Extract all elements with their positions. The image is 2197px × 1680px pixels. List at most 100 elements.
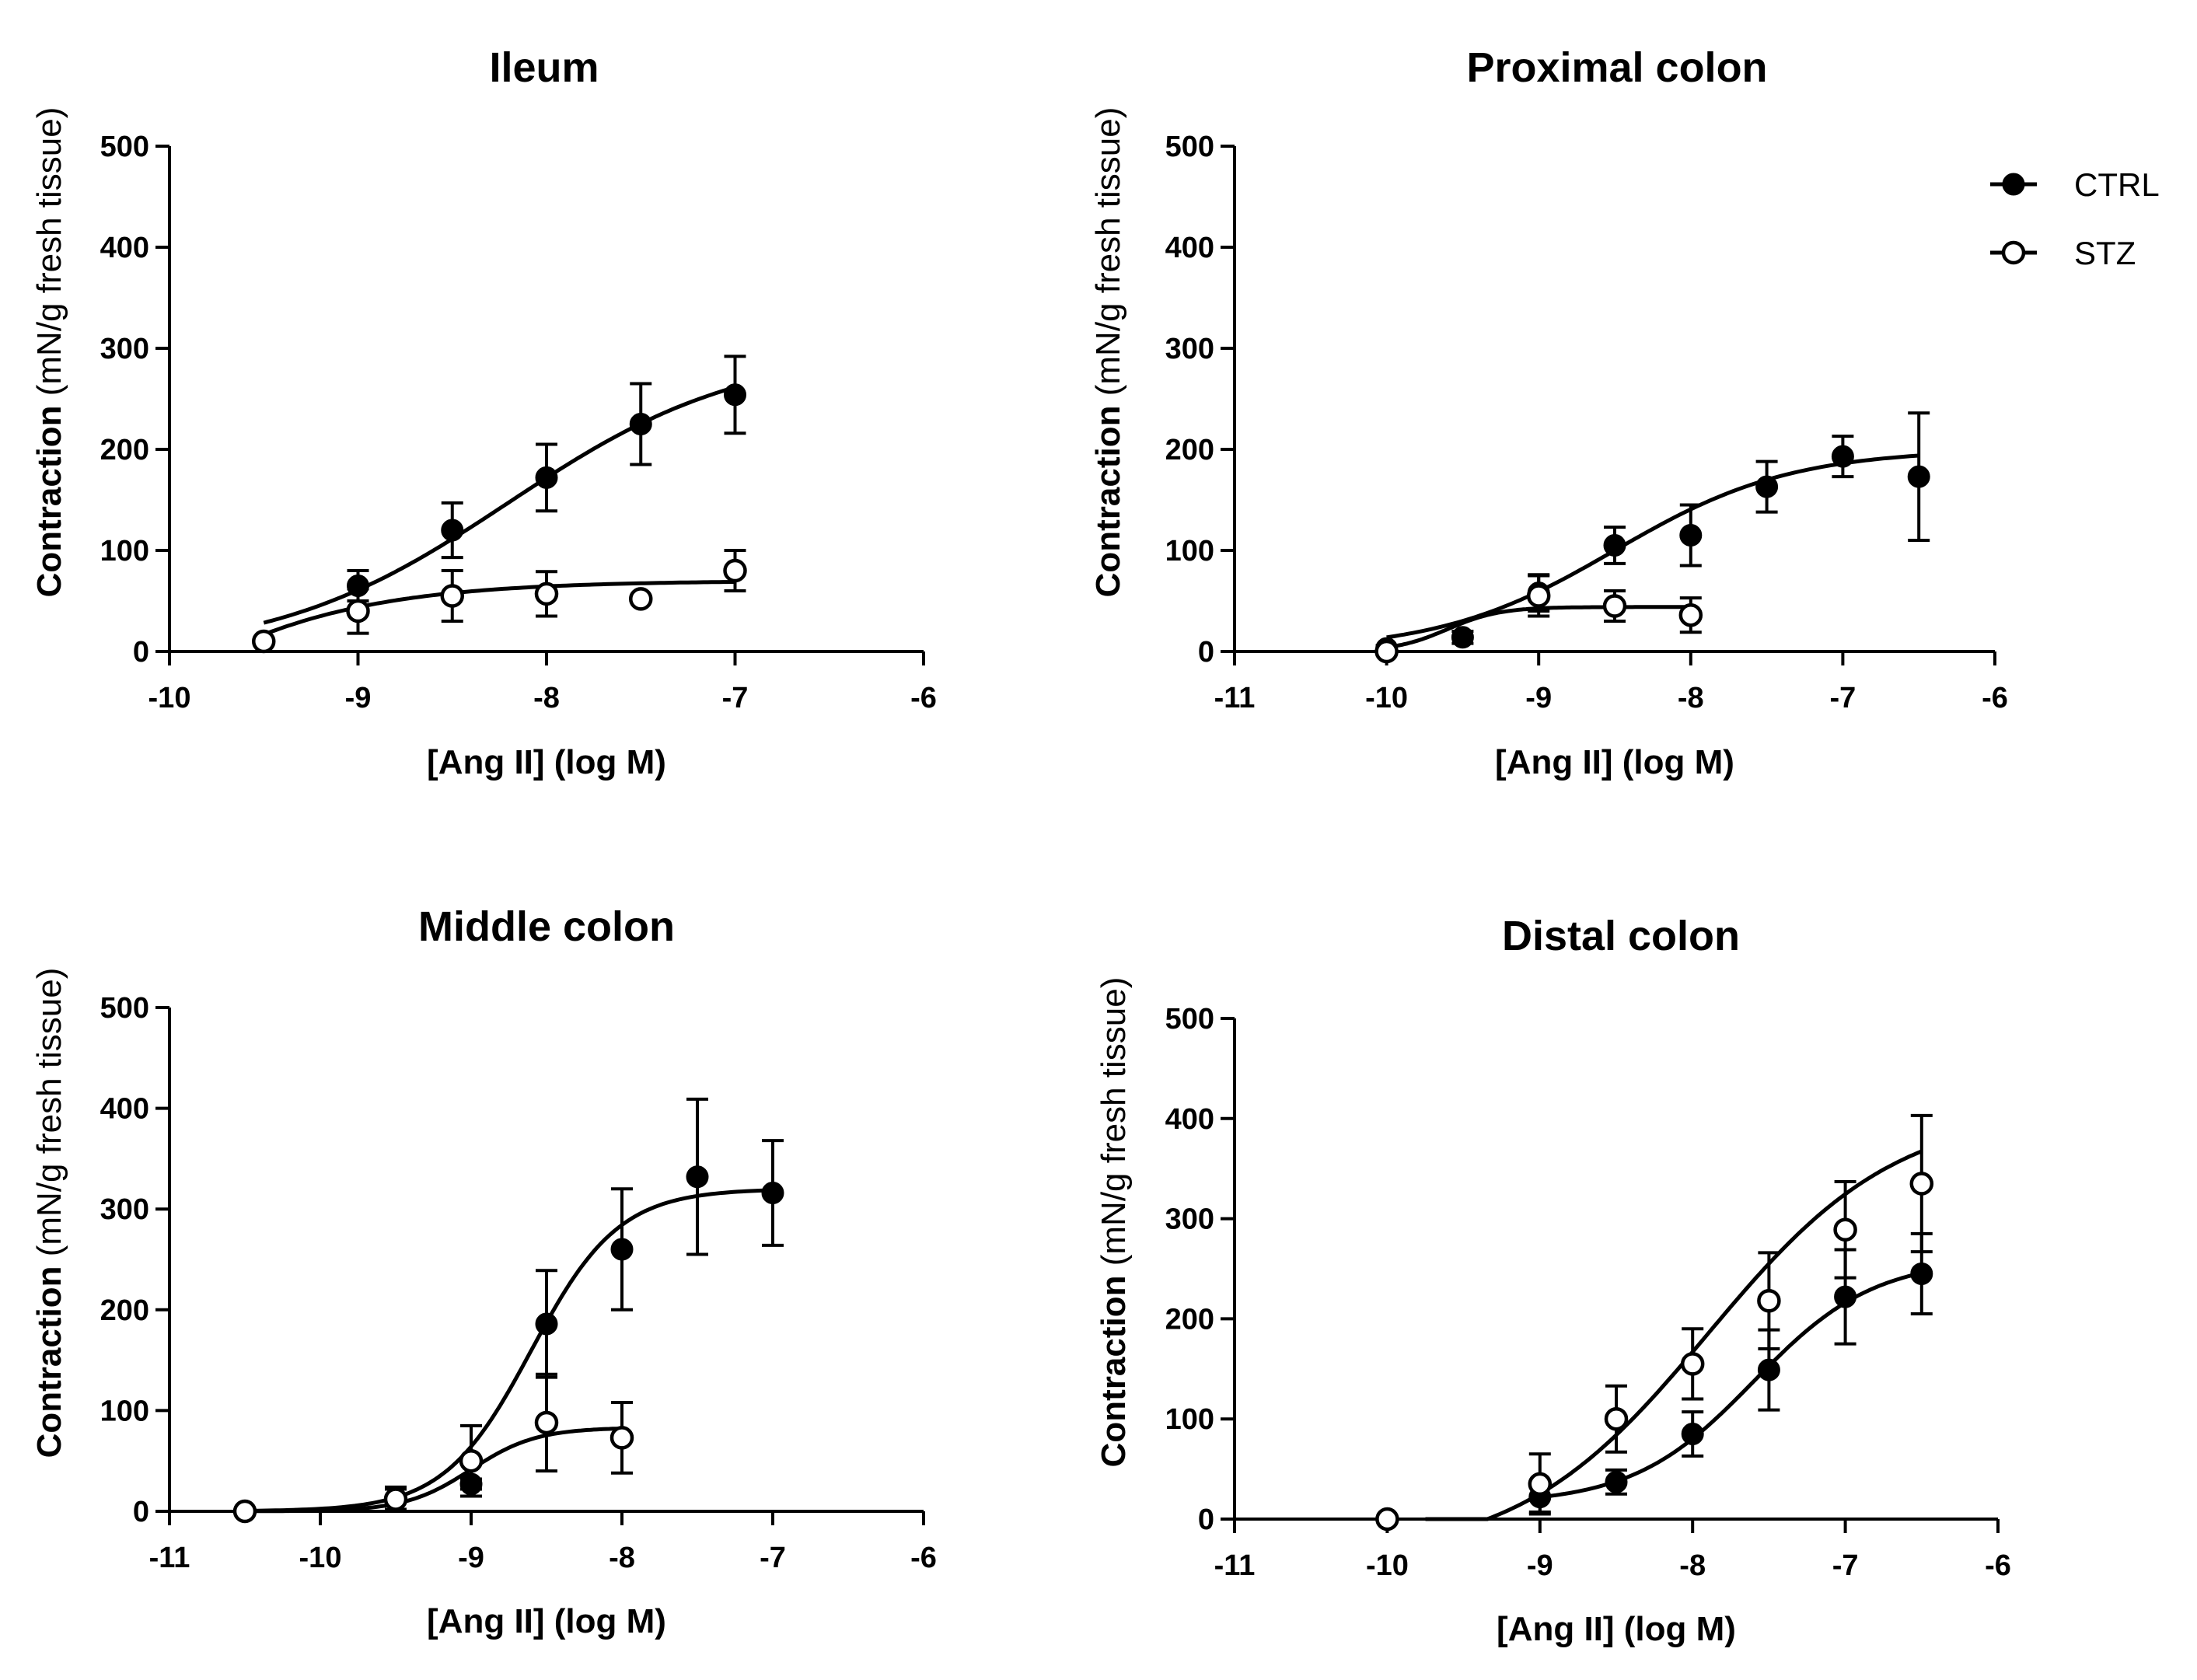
data-point-stz	[383, 1487, 408, 1511]
x-tick-label: -7	[722, 682, 749, 714]
x-tick-label: -6	[910, 682, 937, 714]
y-axis-label: Contraction (mN/g fresh tissue)	[1095, 977, 1133, 1468]
x-tick-label: -9	[1527, 1549, 1553, 1582]
data-point-ctrl	[1757, 1358, 1780, 1381]
chart-panel: Proximal colon 0 100 200 300 400 500 -11 -10 -9 -8…	[1089, 44, 2008, 781]
data-point-stz	[1757, 1288, 1781, 1313]
y-tick-label: 100	[1165, 535, 1214, 568]
data-point-stz	[1604, 1406, 1629, 1431]
x-tick-label: -6	[1985, 1549, 2011, 1582]
curve-ctrl	[1386, 453, 1919, 640]
x-tick-label: -11	[1214, 682, 1256, 714]
data-point-ctrl	[610, 1238, 634, 1261]
legend-label: CTRL	[2074, 166, 2160, 203]
y-tick-label: 300	[100, 1193, 149, 1226]
legend-label: STZ	[2074, 235, 2136, 271]
chart-title: Distal colon	[1502, 913, 1740, 959]
y-tick-label: 400	[100, 1093, 149, 1126]
y-tick-label: 200	[1165, 1303, 1214, 1336]
y-tick-label: 0	[133, 636, 149, 669]
x-axis-label: [Ang II] (log M)	[1495, 743, 1734, 781]
x-tick-label: -6	[910, 1542, 937, 1574]
x-tick-label: -11	[1214, 1549, 1256, 1582]
data-point-stz	[1526, 584, 1551, 608]
y-axis-label: Contraction (mN/g fresh tissue)	[1089, 107, 1127, 598]
y-axis-label: Contraction (mN/g fresh tissue)	[30, 107, 68, 598]
data-point-ctrl	[1681, 1423, 1704, 1446]
data-point-ctrl	[1603, 534, 1626, 557]
data-point-stz	[1374, 639, 1399, 664]
x-tick-label: -8	[609, 1542, 635, 1574]
x-tick-label: -10	[1365, 682, 1408, 714]
y-axis-label-bold: Contraction	[1089, 396, 1127, 597]
data-point-ctrl	[724, 383, 746, 407]
data-point-ctrl	[441, 519, 464, 542]
data-point-ctrl	[1451, 626, 1474, 649]
y-axis-label-units: (mN/g fresh tissue)	[30, 968, 68, 1257]
data-point-stz	[610, 1426, 634, 1450]
legend-marker-ctrl	[2002, 173, 2025, 196]
y-tick-label: 500	[1165, 131, 1214, 163]
y-tick-label: 300	[100, 333, 149, 365]
y-axis-label-units: (mN/g fresh tissue)	[30, 107, 68, 396]
data-point-ctrl	[686, 1165, 709, 1189]
data-point-stz	[534, 1410, 559, 1435]
data-point-stz	[1680, 1352, 1705, 1376]
data-point-stz	[252, 629, 276, 654]
x-tick-label: -7	[760, 1542, 786, 1574]
x-tick-label: -11	[149, 1542, 190, 1574]
y-tick-label: 0	[1198, 636, 1214, 669]
data-point-stz	[723, 558, 747, 583]
y-tick-label: 300	[1165, 1203, 1214, 1236]
chart-panel: Middle colon 0 100 200 300 400 500 -11 -10 -9 -8 -7…	[30, 903, 937, 1640]
y-tick-label: 200	[100, 434, 149, 466]
x-axis-label: [Ang II] (log M)	[427, 743, 666, 781]
x-tick-label: -9	[458, 1542, 484, 1574]
curve-stz	[1425, 1149, 1923, 1521]
y-axis-label: Contraction (mN/g fresh tissue)	[30, 968, 68, 1458]
y-tick-label: 500	[100, 131, 149, 163]
x-tick-label: -8	[1678, 682, 1704, 714]
data-point-stz	[440, 584, 464, 608]
data-point-stz	[534, 582, 559, 606]
y-axis-label-bold: Contraction	[1095, 1266, 1133, 1467]
data-point-stz	[232, 1499, 257, 1524]
x-tick-label: -9	[345, 682, 372, 714]
y-tick-label: 500	[1165, 1003, 1214, 1036]
data-point-ctrl	[535, 466, 558, 489]
data-point-stz	[1528, 1472, 1553, 1497]
y-tick-label: 400	[100, 232, 149, 264]
y-tick-label: 200	[1165, 434, 1214, 466]
data-point-ctrl	[1755, 475, 1779, 498]
data-point-stz	[459, 1448, 484, 1473]
x-tick-label: -10	[148, 682, 191, 714]
y-axis-label-units: (mN/g fresh tissue)	[1089, 107, 1127, 396]
x-tick-label: -8	[533, 682, 560, 714]
y-axis-label-bold: Contraction	[30, 396, 68, 597]
data-point-ctrl	[1910, 1262, 1933, 1285]
curve-ctrl	[263, 385, 736, 625]
legend-marker-stz	[2001, 240, 2026, 265]
chart-title: Ileum	[489, 44, 599, 91]
data-point-ctrl	[761, 1181, 784, 1204]
y-tick-label: 500	[100, 992, 149, 1025]
x-tick-label: -10	[299, 1542, 342, 1574]
data-point-ctrl	[1907, 465, 1930, 488]
y-tick-label: 0	[1198, 1504, 1214, 1536]
x-tick-label: -7	[1830, 682, 1856, 714]
data-point-stz	[1678, 602, 1703, 627]
data-point-stz	[1602, 594, 1627, 618]
y-tick-label: 300	[1165, 333, 1214, 365]
data-point-ctrl	[535, 1312, 558, 1336]
y-tick-label: 400	[1165, 232, 1214, 264]
curve-stz	[263, 580, 735, 637]
legend: CTRL STZ	[1990, 166, 2160, 271]
chart-title: Proximal colon	[1466, 44, 1767, 91]
y-axis-label-bold: Contraction	[30, 1256, 68, 1458]
y-tick-label: 0	[133, 1496, 149, 1528]
chart-panel: Distal colon 0 100 200 300 400 500 -11 -10 -9 -8 -7…	[1095, 913, 2011, 1648]
y-tick-label: 200	[100, 1294, 149, 1327]
data-point-ctrl	[629, 413, 652, 435]
chart-title: Middle colon	[418, 903, 675, 950]
